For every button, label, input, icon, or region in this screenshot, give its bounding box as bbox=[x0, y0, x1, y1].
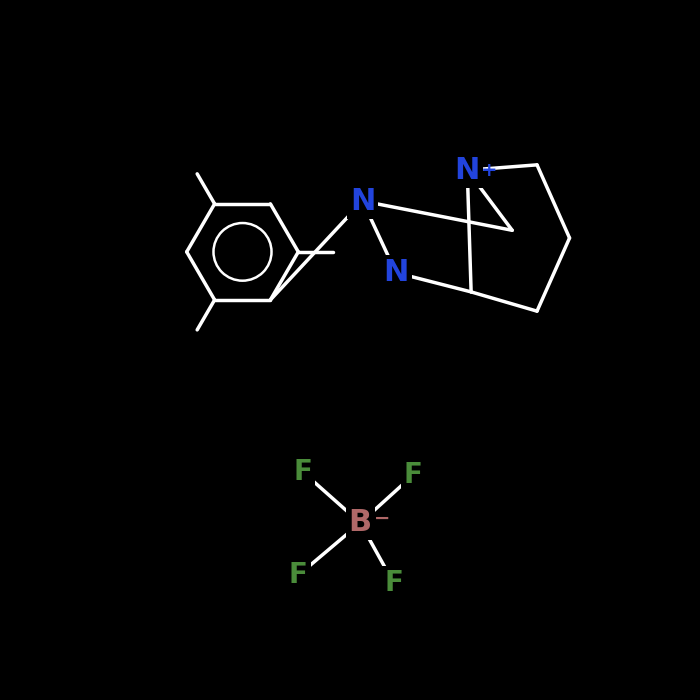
Text: F: F bbox=[293, 458, 312, 486]
Text: +: + bbox=[480, 161, 497, 180]
Text: F: F bbox=[384, 569, 403, 597]
Text: F: F bbox=[404, 461, 422, 489]
Text: N: N bbox=[384, 258, 409, 287]
Text: F: F bbox=[289, 561, 308, 589]
Text: N: N bbox=[454, 155, 480, 185]
Text: N: N bbox=[350, 186, 375, 216]
Text: B: B bbox=[349, 508, 372, 538]
Text: −: − bbox=[374, 509, 391, 528]
